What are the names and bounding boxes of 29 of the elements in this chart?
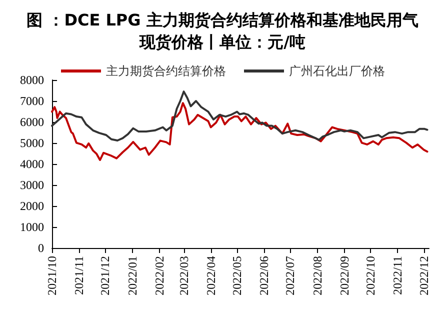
line-series: [51, 90, 428, 142]
x-tick-label: 2022/09: [337, 256, 352, 296]
x-tick-label: 2022/02: [152, 256, 166, 296]
y-tick-label: 5000: [20, 136, 44, 150]
x-tick-label: 2022/01: [125, 256, 140, 296]
y-tick-label: 6000: [20, 115, 44, 129]
y-tick-label: 0: [38, 241, 44, 255]
y-tick-label: 1000: [20, 220, 44, 234]
x-tick-label: 2022/03: [176, 256, 191, 296]
x-tick-label: 2021/10: [45, 256, 59, 296]
y-tick-label: 8000: [20, 73, 44, 87]
x-tick-label: 2022/11: [390, 256, 405, 295]
x-tick-label: 2022/04: [204, 256, 218, 296]
x-tick-label: 2022/05: [230, 256, 244, 296]
y-tick-label: 2000: [20, 199, 44, 213]
y-tick-label: 4000: [20, 157, 44, 171]
y-tick-label: 7000: [20, 94, 44, 108]
legend-label: 主力期货合约结算价格: [106, 64, 226, 78]
x-tick-label: 2021/12: [98, 256, 112, 296]
y-tick-label: 3000: [20, 178, 44, 192]
legend-label: 广州石化出厂价格: [289, 64, 385, 78]
x-tick-label: 2022/12: [416, 256, 431, 296]
chart-title: 图 ：DCE LPG 主力期货合约结算价格和基准地民用气现货价格丨单位：元/吨: [26, 10, 418, 52]
x-tick-label: 2021/11: [72, 256, 86, 295]
x-tick-label: 2022/06: [257, 256, 272, 296]
x-tick-label: 2022/07: [283, 256, 298, 296]
line-series: [51, 102, 428, 162]
x-tick-label: 2022/08: [310, 256, 324, 296]
x-tick-label: 2022/10: [364, 256, 378, 296]
